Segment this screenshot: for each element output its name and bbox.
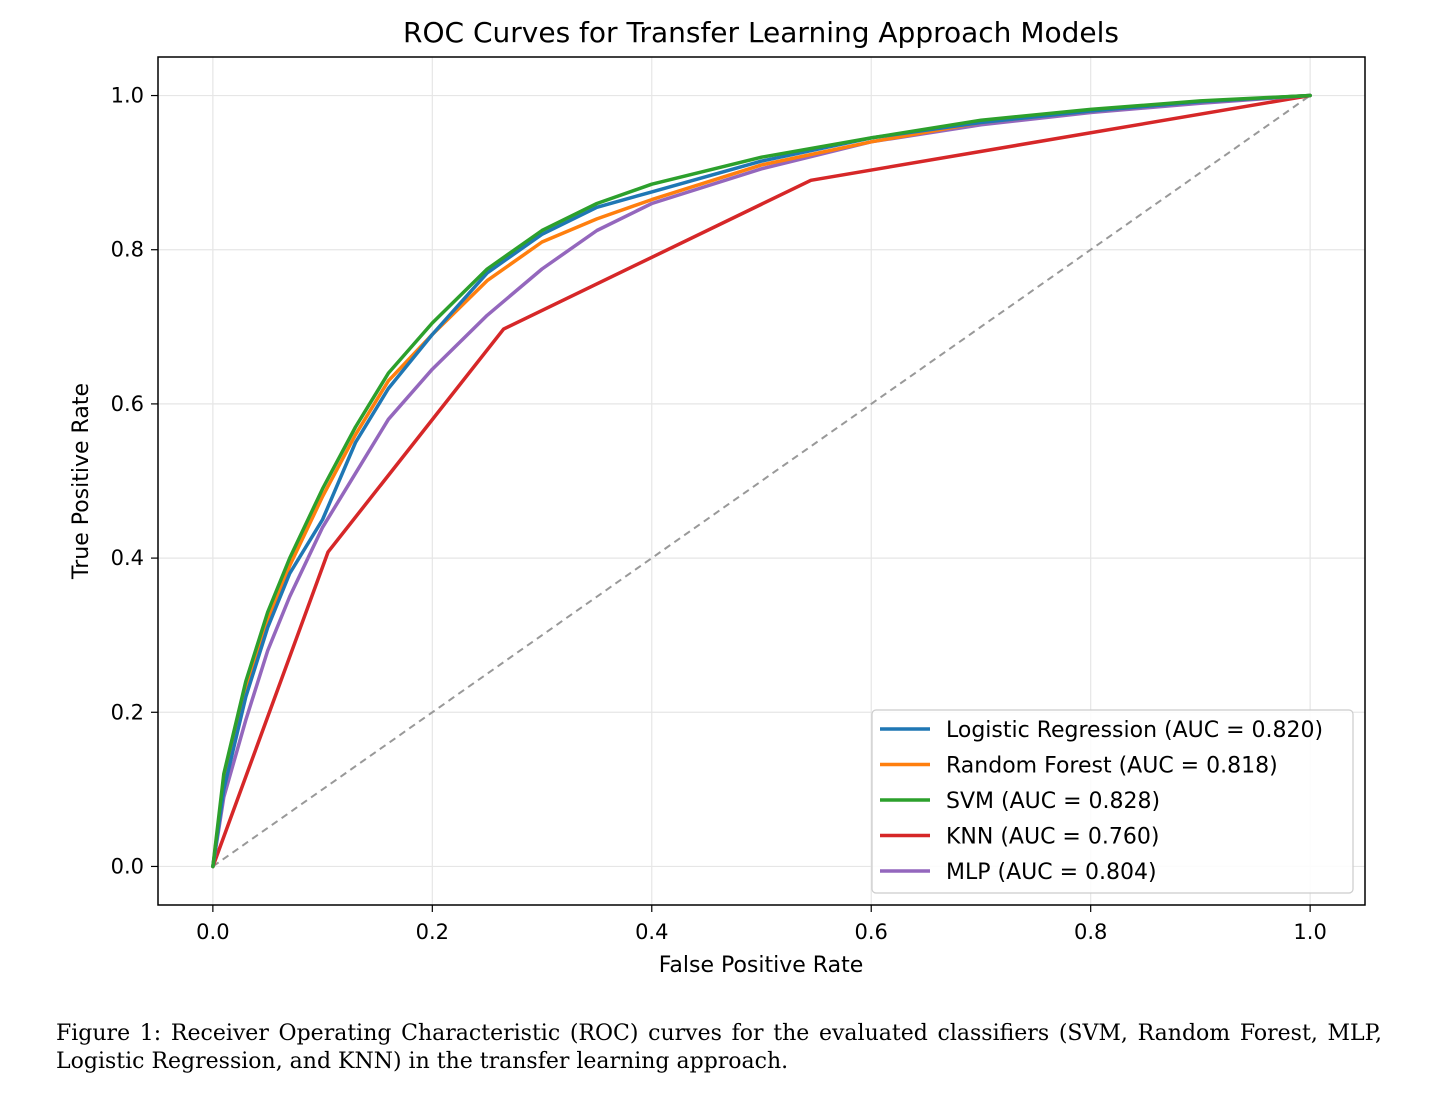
x-tick-label: 0.0 [196, 920, 229, 944]
y-tick-label: 0.4 [111, 546, 144, 570]
chart-title: ROC Curves for Transfer Learning Approac… [403, 16, 1119, 49]
roc-chart: 0.0 0.2 0.4 0.6 0.8 1.0 0.0 0.2 0.4 0.6 0.8 1.0 RO… [69, 16, 1366, 978]
x-axis-label: False Positive Rate [659, 953, 863, 978]
legend-label: Random Forest (AUC = 0.818) [946, 754, 1278, 779]
y-tick-label: 0.6 [111, 392, 144, 416]
y-tick-label: 0.0 [111, 854, 144, 878]
series-line-logistic-regression [211, 93, 1312, 869]
x-tick-label: 0.4 [635, 920, 668, 944]
plot-frame [157, 56, 1366, 906]
series-line-mlp [211, 93, 1312, 869]
series-line-svm [211, 93, 1312, 869]
series-lines [211, 93, 1312, 869]
legend-label: Logistic Regression (AUC = 0.820) [946, 718, 1323, 743]
legend: Logistic Regression (AUC = 0.820) Random … [871, 709, 1354, 894]
reference-line [212, 94, 1311, 868]
y-ticks: 0.0 0.2 0.4 0.6 0.8 1.0 [111, 84, 158, 878]
y-tick-label: 0.2 [111, 700, 144, 724]
y-tick-label: 1.0 [111, 84, 144, 108]
x-tick-label: 0.2 [416, 920, 449, 944]
series-line-knn [211, 93, 1312, 869]
legend-label: KNN (AUC = 0.760) [946, 825, 1159, 850]
y-axis-label: True Positive Rate [69, 383, 94, 580]
y-tick-label: 0.8 [111, 238, 144, 262]
x-tick-label: 0.6 [855, 920, 888, 944]
reference-diagonal [212, 94, 1311, 868]
legend-label: MLP (AUC = 0.804) [946, 860, 1157, 885]
x-tick-label: 1.0 [1293, 920, 1326, 944]
figure-caption: Figure 1: Receiver Operating Characteris… [56, 1021, 1382, 1074]
x-ticks: 0.0 0.2 0.4 0.6 0.8 1.0 [196, 905, 1327, 944]
legend-box [871, 709, 1354, 894]
legend-label: SVM (AUC = 0.828) [946, 789, 1160, 814]
x-tick-label: 0.8 [1074, 920, 1107, 944]
